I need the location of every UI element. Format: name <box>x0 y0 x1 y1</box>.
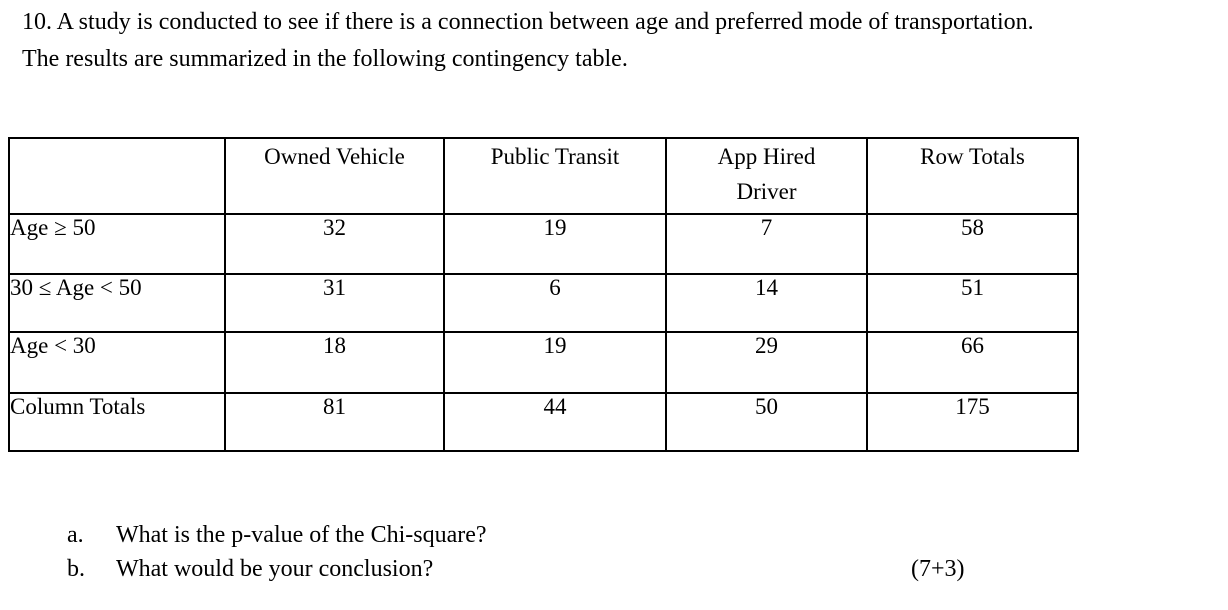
cell-column-total-app-hired-driver: 50 <box>665 392 868 452</box>
question-intro-line1: 10. A study is conducted to see if there… <box>22 9 1034 35</box>
cell-grand-total: 175 <box>866 392 1079 452</box>
question-a-text: What is the p-value of the Chi-square? <box>116 522 487 548</box>
cell-age-30-to-50-app-hired-driver: 14 <box>665 273 868 333</box>
column-header-row-totals: Row Totals <box>866 137 1079 215</box>
cell-age-30-to-50-public-transit: 6 <box>443 273 667 333</box>
row-header-age-ge-50: Age ≥ 50 <box>8 213 226 275</box>
cell-age-lt-30-owned-vehicle: 18 <box>224 331 445 394</box>
cell-age-lt-30-public-transit: 19 <box>443 331 667 394</box>
corner-cell <box>8 137 226 215</box>
question-b-marker: b. <box>67 556 85 582</box>
table-row-age-30-to-50: 30 ≤ Age < 50 31 6 14 51 <box>8 273 1079 333</box>
table-row-age-ge-50: Age ≥ 50 32 19 7 58 <box>8 213 1079 275</box>
points-allocation: (7+3) <box>911 556 965 582</box>
contingency-table: Owned Vehicle Public Transit App Hired D… <box>8 137 1079 452</box>
cell-column-total-owned-vehicle: 81 <box>224 392 445 452</box>
table-row-column-totals: Column Totals 81 44 50 175 <box>8 392 1079 452</box>
cell-age-lt-30-app-hired-driver: 29 <box>665 331 868 394</box>
cell-age-30-to-50-owned-vehicle: 31 <box>224 273 445 333</box>
cell-age-ge-50-owned-vehicle: 32 <box>224 213 445 275</box>
cell-age-ge-50-app-hired-driver: 7 <box>665 213 868 275</box>
column-header-app-hired-driver-label: App Hired Driver <box>717 144 816 204</box>
table-row-age-lt-30: Age < 30 18 19 29 66 <box>8 331 1079 394</box>
question-intro: 10. A study is conducted to see if there… <box>22 4 1217 78</box>
cell-column-total-public-transit: 44 <box>443 392 667 452</box>
question-intro-line2: The results are summarized in the follow… <box>22 46 628 72</box>
row-header-age-lt-30: Age < 30 <box>8 331 226 394</box>
question-a-marker: a. <box>67 522 84 548</box>
row-header-column-totals: Column Totals <box>8 392 226 452</box>
row-header-age-30-to-50: 30 ≤ Age < 50 <box>8 273 226 333</box>
cell-age-ge-50-row-total: 58 <box>866 213 1079 275</box>
column-header-public-transit: Public Transit <box>443 137 667 215</box>
table-header-row: Owned Vehicle Public Transit App Hired D… <box>8 137 1079 215</box>
question-b-text: What would be your conclusion? <box>116 556 434 582</box>
column-header-owned-vehicle: Owned Vehicle <box>224 137 445 215</box>
cell-age-lt-30-row-total: 66 <box>866 331 1079 394</box>
cell-age-ge-50-public-transit: 19 <box>443 213 667 275</box>
column-header-app-hired-driver: App Hired Driver <box>665 137 868 215</box>
cell-age-30-to-50-row-total: 51 <box>866 273 1079 333</box>
